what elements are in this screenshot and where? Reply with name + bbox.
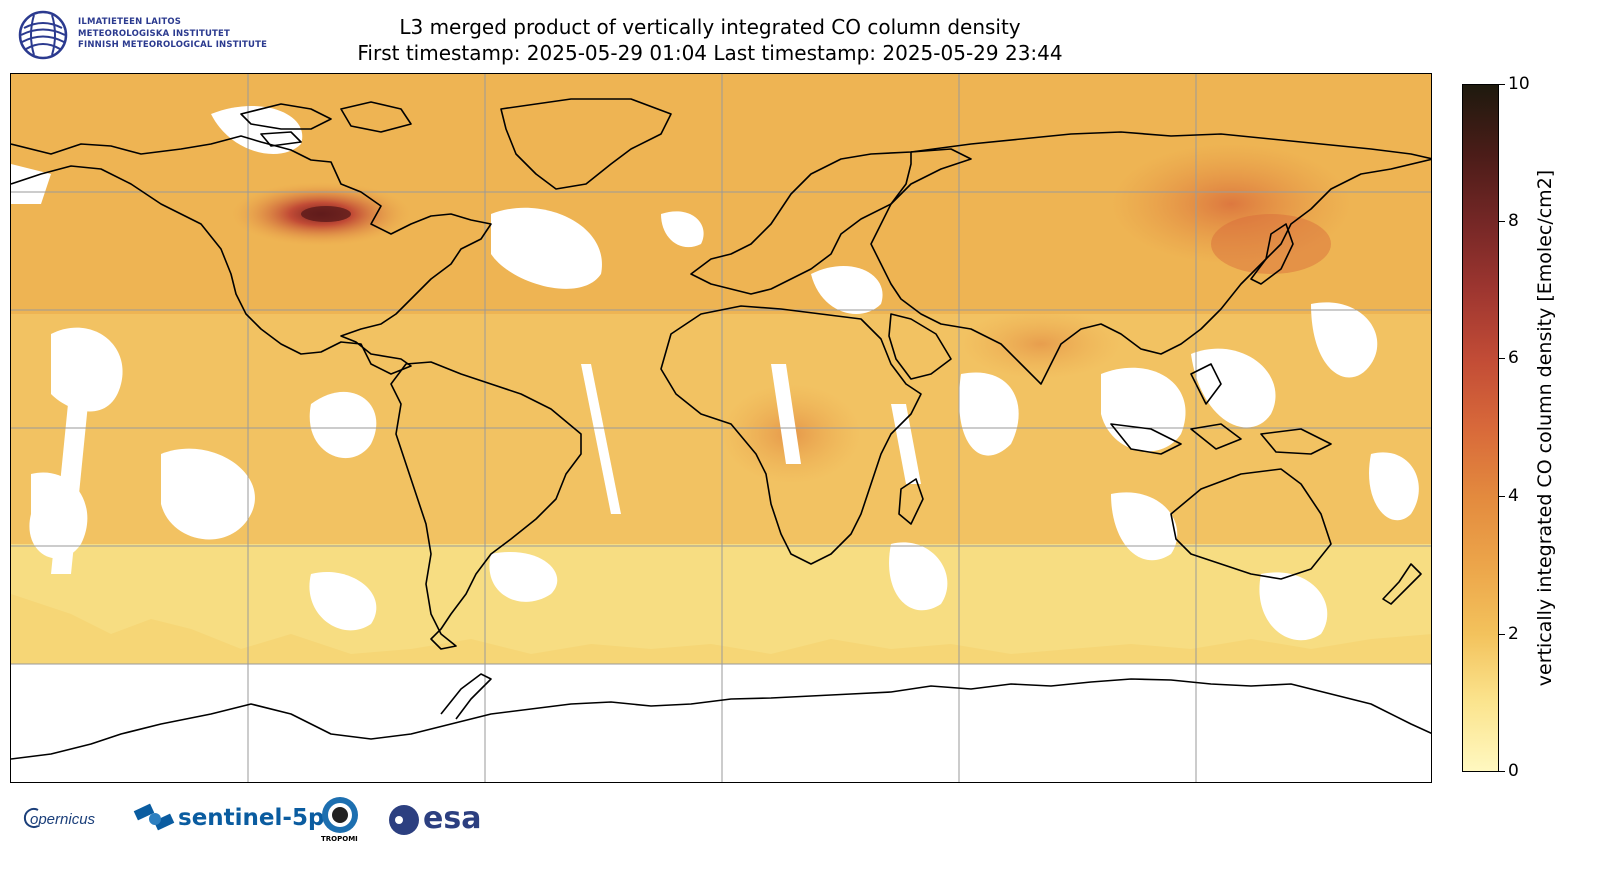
esa-icon xyxy=(389,805,419,835)
title-line-2: First timestamp: 2025-05-29 01:04 Last t… xyxy=(357,41,1063,65)
colorbar-tick-label: 0 xyxy=(1508,761,1519,781)
coastlines xyxy=(11,98,1431,760)
colorbar-tick-label: 6 xyxy=(1508,348,1519,368)
esa-wordmark: esa xyxy=(423,801,482,836)
coast-arabia xyxy=(888,313,952,380)
hotspot-canada-core xyxy=(301,206,351,222)
institute-name-en: FINNISH METEOROLOGICAL INSTITUTE xyxy=(78,40,268,50)
sentinel-satellite-icon xyxy=(133,803,175,831)
world-map-svg xyxy=(11,74,1431,782)
colorbar-tick-label: 2 xyxy=(1508,624,1519,644)
coast-asia xyxy=(870,131,1431,385)
fmi-emblem-icon xyxy=(18,10,68,60)
colorbar xyxy=(1462,84,1499,772)
coast-antarctic-peninsula xyxy=(440,673,492,720)
hotspot-east-asia xyxy=(1211,214,1331,274)
fmi-logo: ILMATIETEEN LAITOS METEOROLOGISKA INSTIT… xyxy=(18,10,308,62)
colorbar-tick xyxy=(1499,771,1505,772)
colorbar-tick xyxy=(1499,496,1505,497)
coast-north-america xyxy=(11,135,492,375)
tropomi-wordmark: TROPOMI xyxy=(321,835,358,843)
institute-name-sv: METEOROLOGISKA INSTITUTET xyxy=(78,28,231,39)
copernicus-icon xyxy=(23,808,39,828)
coast-new-zealand xyxy=(1382,563,1422,605)
coast-south-america xyxy=(390,361,582,650)
colorbar-tick-label: 8 xyxy=(1508,211,1519,231)
institute-name: ILMATIETEEN LAITOS METEOROLOGISKA INSTIT… xyxy=(78,17,267,52)
hotspot-india xyxy=(961,309,1121,379)
institute-name-fi: ILMATIETEEN LAITOS xyxy=(78,17,182,27)
colorbar-tick xyxy=(1499,634,1505,635)
title-line-1: L3 merged product of vertically integrat… xyxy=(399,15,1021,39)
co-density-map xyxy=(10,73,1432,783)
colorbar-tick-label: 10 xyxy=(1508,74,1530,94)
partner-logos: opernicus sentinel-5p TROPOMI esa xyxy=(18,795,538,850)
coast-greenland xyxy=(500,98,672,190)
copernicus-wordmark: opernicus xyxy=(30,811,96,828)
coast-japan xyxy=(1250,223,1294,285)
coast-australia xyxy=(1170,468,1332,580)
coast-europe xyxy=(690,148,972,295)
coast-madagascar xyxy=(898,478,924,525)
colorbar-tick xyxy=(1499,84,1505,85)
coast-arctic-islands xyxy=(240,101,412,147)
hotspot-siberia xyxy=(1111,144,1351,264)
colorbar-label: vertically integrated CO column density … xyxy=(1534,169,1556,687)
tropomi-icon xyxy=(322,797,358,833)
figure-title: L3 merged product of vertically integrat… xyxy=(300,14,1120,66)
no-data-gaps xyxy=(11,105,1419,641)
coast-africa xyxy=(660,305,922,565)
colorbar-tick-label: 4 xyxy=(1508,486,1519,506)
coast-antarctica xyxy=(11,678,1431,760)
coast-indonesia xyxy=(1110,363,1332,455)
colorbar-tick xyxy=(1499,358,1505,359)
sentinel-5p-wordmark: sentinel-5p xyxy=(178,805,325,831)
colorbar-tick xyxy=(1499,221,1505,222)
